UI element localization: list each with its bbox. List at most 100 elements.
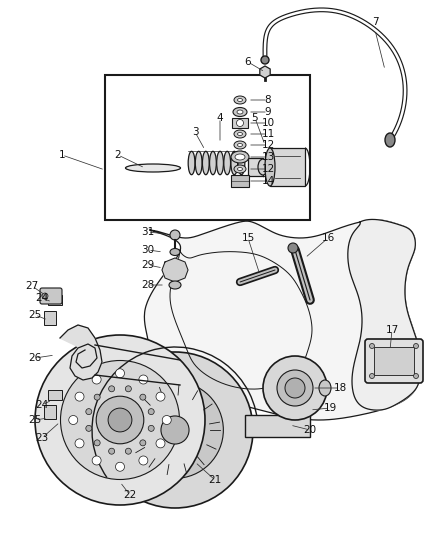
Bar	[48, 295, 62, 305]
Ellipse shape	[237, 167, 243, 171]
Ellipse shape	[209, 151, 216, 175]
Bar	[231, 175, 249, 187]
Bar	[44, 405, 56, 419]
Circle shape	[108, 408, 132, 432]
Circle shape	[140, 440, 146, 446]
Text: 9: 9	[265, 107, 271, 117]
Bar	[232, 118, 248, 128]
Text: 24: 24	[35, 400, 49, 410]
Text: 14: 14	[261, 176, 275, 186]
Circle shape	[75, 439, 84, 448]
Ellipse shape	[261, 56, 269, 64]
Circle shape	[127, 382, 223, 478]
Text: 6: 6	[245, 57, 251, 67]
Circle shape	[139, 456, 148, 465]
Text: 30: 30	[141, 245, 155, 255]
Circle shape	[263, 356, 327, 420]
Circle shape	[109, 448, 115, 454]
Text: 12: 12	[261, 164, 275, 174]
Ellipse shape	[385, 133, 395, 147]
Text: 24: 24	[35, 293, 49, 303]
Ellipse shape	[233, 108, 247, 117]
Circle shape	[94, 440, 100, 446]
Circle shape	[288, 243, 298, 253]
Ellipse shape	[231, 151, 249, 163]
Polygon shape	[60, 325, 102, 380]
FancyBboxPatch shape	[40, 288, 62, 304]
Bar	[105, 75, 310, 220]
Circle shape	[156, 439, 165, 448]
Ellipse shape	[188, 151, 195, 175]
Bar	[245, 415, 310, 437]
Ellipse shape	[265, 148, 275, 186]
Ellipse shape	[169, 281, 181, 289]
Text: 5: 5	[252, 113, 258, 123]
Ellipse shape	[234, 96, 246, 104]
Text: 26: 26	[28, 353, 42, 363]
Ellipse shape	[126, 164, 180, 172]
Circle shape	[92, 456, 101, 465]
Polygon shape	[145, 220, 420, 420]
Ellipse shape	[195, 151, 202, 175]
Bar	[374, 347, 414, 375]
Ellipse shape	[217, 151, 223, 175]
Ellipse shape	[202, 151, 209, 175]
Circle shape	[140, 394, 146, 400]
Circle shape	[170, 230, 180, 240]
Bar	[44, 311, 56, 325]
Text: 23: 23	[35, 433, 49, 443]
Circle shape	[97, 352, 253, 508]
Text: 13: 13	[261, 152, 275, 162]
Circle shape	[125, 448, 131, 454]
Bar	[248, 158, 263, 176]
Bar	[270, 148, 305, 186]
Circle shape	[285, 378, 305, 398]
Circle shape	[86, 409, 92, 415]
Circle shape	[86, 425, 92, 431]
Ellipse shape	[238, 151, 245, 175]
Circle shape	[139, 375, 148, 384]
Ellipse shape	[237, 133, 243, 135]
Circle shape	[125, 386, 131, 392]
Circle shape	[413, 374, 418, 378]
Text: 3: 3	[192, 127, 198, 137]
Ellipse shape	[237, 99, 243, 101]
Circle shape	[161, 416, 189, 444]
Text: 21: 21	[208, 475, 222, 485]
Circle shape	[370, 374, 374, 378]
Text: 11: 11	[261, 129, 275, 139]
Circle shape	[75, 392, 84, 401]
Circle shape	[69, 416, 78, 424]
Text: 10: 10	[261, 118, 275, 128]
Ellipse shape	[170, 248, 180, 255]
Text: 27: 27	[25, 281, 39, 291]
Text: 12: 12	[261, 140, 275, 150]
Ellipse shape	[234, 141, 246, 149]
Text: 8: 8	[265, 95, 271, 105]
Ellipse shape	[319, 380, 331, 396]
Circle shape	[94, 394, 100, 400]
Text: 31: 31	[141, 227, 155, 237]
Circle shape	[370, 343, 374, 349]
Circle shape	[148, 425, 154, 431]
Circle shape	[156, 392, 165, 401]
Text: 25: 25	[28, 415, 42, 425]
Text: 1: 1	[59, 150, 65, 160]
Ellipse shape	[224, 151, 230, 175]
Text: 28: 28	[141, 280, 155, 290]
Circle shape	[92, 375, 101, 384]
Text: 7: 7	[372, 17, 378, 27]
Text: 19: 19	[323, 403, 337, 413]
Ellipse shape	[237, 110, 243, 114]
Text: 15: 15	[241, 233, 254, 243]
Bar	[287, 380, 325, 396]
Ellipse shape	[234, 130, 246, 138]
Text: 22: 22	[124, 490, 137, 500]
Circle shape	[109, 386, 115, 392]
Circle shape	[116, 462, 124, 471]
Polygon shape	[162, 258, 188, 282]
Text: 17: 17	[385, 325, 399, 335]
Ellipse shape	[237, 143, 243, 147]
Text: 16: 16	[321, 233, 335, 243]
Circle shape	[96, 396, 144, 444]
